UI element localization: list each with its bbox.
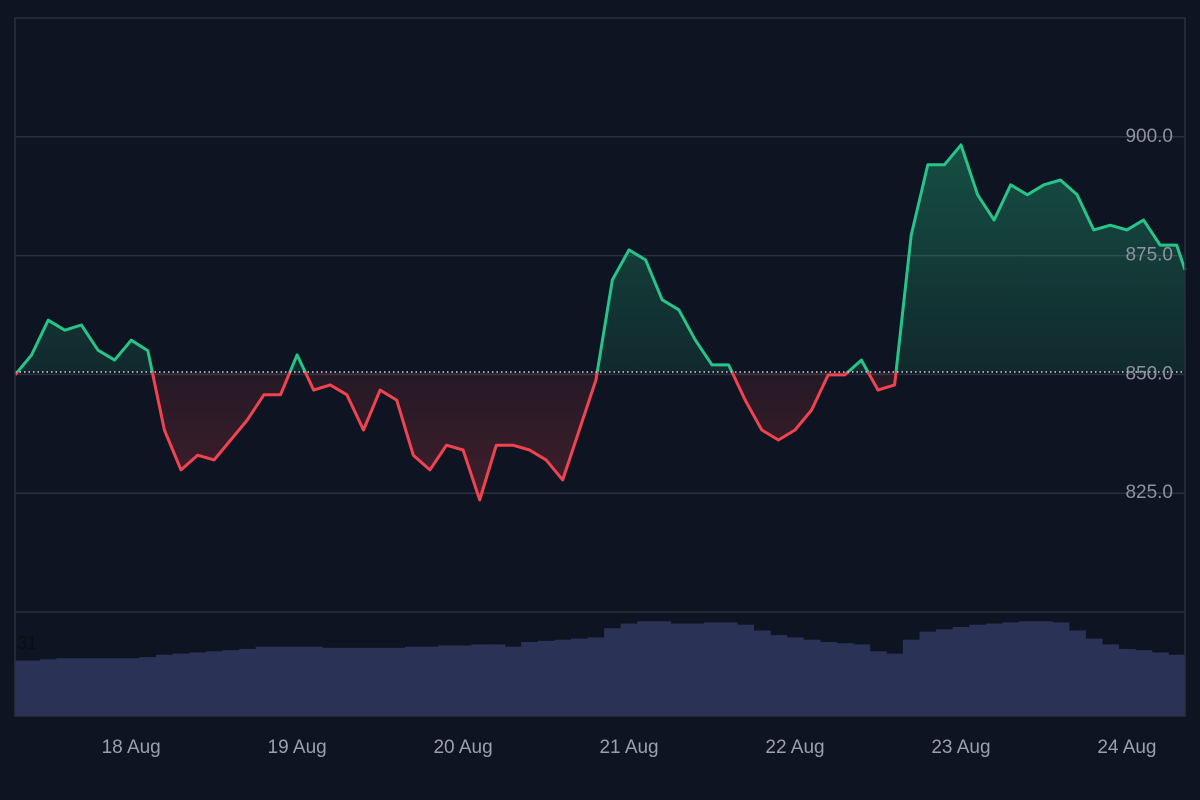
- volume-bar: [753, 630, 771, 716]
- volume-bar: [338, 647, 356, 716]
- y-tick-label: 850.0: [1125, 363, 1173, 384]
- x-tick-label: 19 Aug: [268, 737, 327, 758]
- volume-bar: [736, 624, 755, 716]
- volume-bar: [371, 647, 389, 716]
- volume-bar: [305, 646, 323, 716]
- volume-bar: [189, 652, 207, 716]
- volume-bar: [786, 637, 804, 716]
- volume-bar: [570, 638, 589, 716]
- volume-bar: [1002, 622, 1020, 716]
- volume-bar: [936, 629, 954, 716]
- volume-bar: [222, 650, 240, 716]
- volume-bar: [720, 622, 738, 716]
- volume-bar: [1118, 648, 1136, 716]
- volume-bar: [355, 647, 373, 716]
- price-line: [13, 143, 1187, 502]
- volume-bar: [89, 658, 107, 716]
- volume-bar: [504, 646, 522, 716]
- x-tick-label: 20 Aug: [433, 737, 492, 758]
- volume-bar: [554, 639, 572, 716]
- volume-bar: [886, 653, 904, 716]
- x-tick-label: 24 Aug: [1097, 737, 1156, 758]
- volume-bar: [1052, 622, 1070, 716]
- volume-bar: [1151, 652, 1169, 716]
- baseline-area: [15, 144, 1185, 500]
- volume-bar: [23, 660, 41, 716]
- volume-bar: [670, 623, 688, 716]
- volume-bar: [985, 623, 1003, 716]
- volume-bar: [653, 621, 672, 716]
- volume-bar: [902, 639, 920, 716]
- volume-bar: [1019, 621, 1037, 716]
- volume-bar: [156, 654, 174, 716]
- x-tick-label: 18 Aug: [102, 737, 161, 758]
- volume-bar: [139, 657, 157, 716]
- volume-bar: [836, 643, 854, 716]
- volume-bar: [521, 642, 539, 716]
- volume-bar: [819, 642, 837, 716]
- volume-bar: [952, 627, 970, 716]
- volume-bar: [288, 646, 306, 716]
- volume-bar: [537, 640, 555, 716]
- volume-bar: [56, 658, 74, 716]
- volume-bar: [919, 631, 937, 716]
- volume-bar: [1035, 621, 1053, 716]
- volume-tick-label: 31: [17, 633, 37, 653]
- volume-bar: [703, 622, 721, 716]
- volume-bar: [620, 623, 638, 716]
- volume-bar: [687, 623, 705, 716]
- volume-bar: [587, 637, 605, 716]
- volume-bar: [388, 647, 406, 716]
- volume-bar: [1168, 654, 1182, 716]
- y-tick-label: 900.0: [1125, 126, 1173, 147]
- volume-bar: [471, 644, 489, 716]
- x-tick-label: 21 Aug: [599, 737, 658, 758]
- plot-border: [14, 17, 1186, 717]
- volume-bar: [39, 659, 57, 716]
- volume-bar: [770, 635, 788, 716]
- volume-bar: [1085, 638, 1103, 716]
- volume-bar: [421, 646, 439, 716]
- volume-bar: [106, 658, 124, 716]
- volume-bar: [205, 651, 223, 716]
- volume-bar: [239, 648, 257, 716]
- volume-bar: [1135, 650, 1153, 716]
- volume-bar: [803, 639, 821, 716]
- volume-bar: [637, 621, 655, 716]
- volume-bar: [15, 660, 24, 716]
- volume-bar: [255, 646, 273, 716]
- volume-bar: [869, 651, 887, 716]
- volume-bar: [172, 653, 190, 716]
- volume-bar: [853, 644, 871, 716]
- volume-bar: [969, 624, 987, 716]
- volume-bar: [405, 646, 423, 716]
- volume-bar: [487, 644, 506, 716]
- y-tick-label: 825.0: [1125, 482, 1173, 503]
- volume-bar: [272, 646, 290, 716]
- volume-bar: [122, 658, 140, 716]
- volume-bar: [604, 628, 622, 716]
- volume-bar: [322, 647, 340, 716]
- volume-bar: [73, 658, 91, 716]
- x-tick-label: 23 Aug: [931, 737, 990, 758]
- volume-bar: [438, 645, 456, 716]
- volume-bar: [1068, 630, 1086, 716]
- volume-bar: [1180, 654, 1186, 716]
- x-tick-label: 22 Aug: [765, 737, 824, 758]
- volume-bar: [454, 645, 472, 716]
- volume-bar: [1102, 644, 1120, 716]
- y-tick-label: 875.0: [1125, 245, 1173, 266]
